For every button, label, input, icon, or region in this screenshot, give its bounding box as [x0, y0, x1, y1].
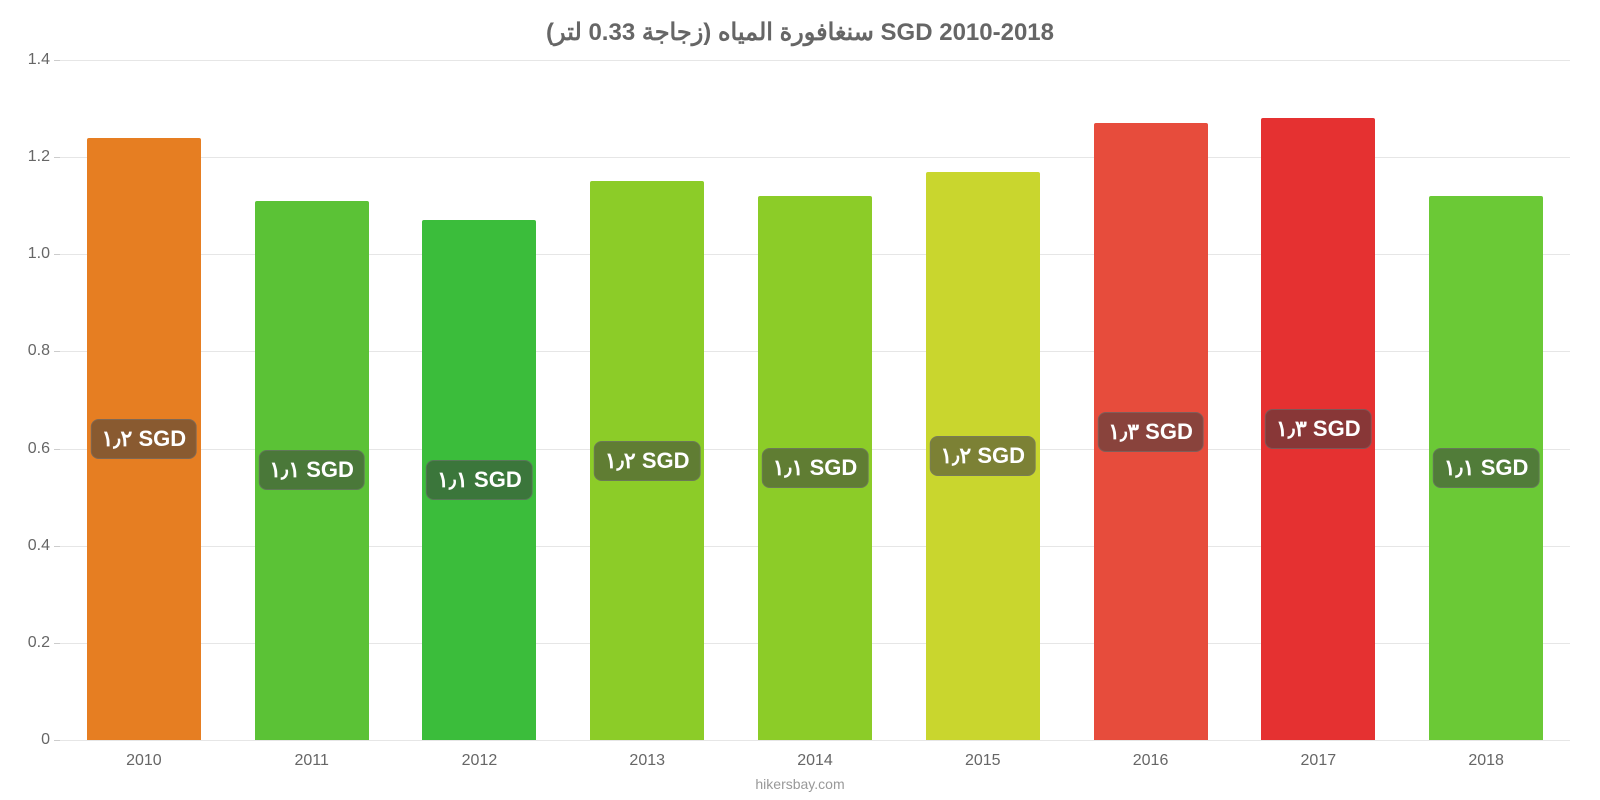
gridline	[60, 60, 1570, 61]
x-axis-label: 2013	[629, 752, 665, 770]
y-axis-label: 0.6	[28, 440, 50, 458]
y-axis-label: 1.4	[28, 51, 50, 69]
x-axis-label: 2015	[965, 752, 1001, 770]
value-label: ١٫٢ SGD	[594, 441, 701, 481]
y-tick	[54, 351, 60, 352]
y-tick	[54, 60, 60, 61]
y-axis-label: 0.4	[28, 537, 50, 555]
value-label: ١٫١ SGD	[1433, 448, 1540, 488]
x-axis-label: 2017	[1301, 752, 1337, 770]
y-axis-label: 1.2	[28, 148, 50, 166]
x-axis-label: 2014	[797, 752, 833, 770]
y-tick	[54, 157, 60, 158]
x-axis-label: 2018	[1468, 752, 1504, 770]
value-label: ١٫٢ SGD	[929, 436, 1036, 476]
y-tick	[54, 449, 60, 450]
y-tick	[54, 643, 60, 644]
y-tick	[54, 546, 60, 547]
x-axis-label: 2012	[462, 752, 498, 770]
value-label: ١٫١ SGD	[258, 450, 365, 490]
chart-footer: hikersbay.com	[755, 776, 844, 792]
y-axis-label: 1.0	[28, 245, 50, 263]
value-label: ١٫١ SGD	[762, 448, 869, 488]
y-axis-label: 0.8	[28, 342, 50, 360]
chart-container: سنغافورة المياه (زجاجة 0.33 لتر) SGD 201…	[0, 0, 1600, 800]
y-tick	[54, 254, 60, 255]
gridline	[60, 740, 1570, 741]
y-axis-label: 0.2	[28, 634, 50, 652]
value-label: ١٫١ SGD	[426, 460, 533, 500]
value-label: ١٫٣ SGD	[1265, 409, 1372, 449]
chart-title: سنغافورة المياه (زجاجة 0.33 لتر) SGD 201…	[0, 0, 1600, 57]
x-axis-label: 2011	[294, 752, 328, 770]
y-tick	[54, 740, 60, 741]
x-axis-label: 2010	[126, 752, 162, 770]
x-axis-label: 2016	[1133, 752, 1169, 770]
plot-area: 00.20.40.60.81.01.21.4١٫٢ SGD2010١٫١ SGD…	[60, 60, 1570, 740]
value-label: ١٫٣ SGD	[1097, 412, 1204, 452]
value-label: ١٫٢ SGD	[91, 419, 198, 459]
y-axis-label: 0	[41, 731, 50, 749]
